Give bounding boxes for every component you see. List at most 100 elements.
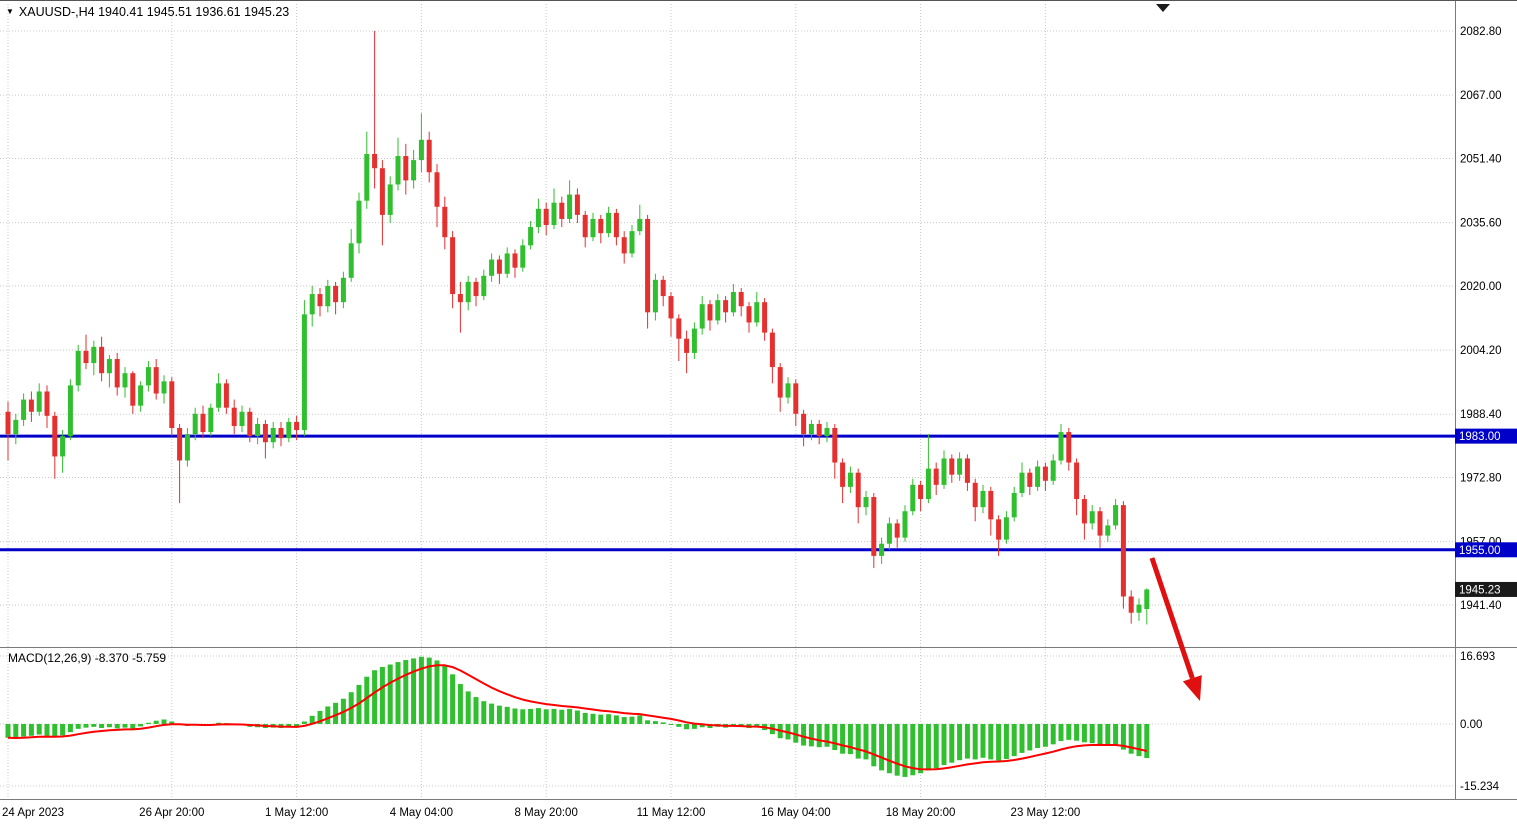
macd-bar <box>808 723 814 747</box>
macd-bar <box>996 723 1002 761</box>
candle-body <box>294 421 300 431</box>
macd-bar <box>543 709 549 724</box>
macd-bar <box>387 664 393 724</box>
chart-shift-marker-icon[interactable] <box>1156 4 1170 12</box>
candle-body <box>957 458 963 475</box>
svg-text:2035.60: 2035.60 <box>1460 218 1502 230</box>
candle-body <box>660 279 666 297</box>
candle-body <box>1081 499 1087 524</box>
macd-bar <box>1035 723 1041 748</box>
macd-bar <box>411 658 417 724</box>
candle-body <box>67 385 73 437</box>
candle-body <box>481 275 487 297</box>
svg-text:16.693: 16.693 <box>1460 651 1495 663</box>
macd-bar <box>301 721 307 724</box>
macd-bar <box>1066 723 1072 740</box>
macd-bar <box>832 723 838 751</box>
candle-body <box>1105 525 1111 536</box>
candle-body <box>730 292 736 313</box>
macd-bar <box>1081 723 1087 743</box>
candle-body <box>426 139 432 173</box>
macd-bar <box>535 708 541 724</box>
macd-bar <box>637 715 643 724</box>
macd-bar <box>5 723 11 738</box>
candle-body <box>340 277 346 303</box>
candle-body <box>824 428 830 437</box>
candle-body <box>707 304 713 321</box>
macd-bar <box>910 723 916 776</box>
macd-bar <box>691 723 697 729</box>
candle-body <box>980 490 986 508</box>
macd-bar <box>1042 723 1048 747</box>
candle-body <box>153 367 159 394</box>
macd-bar <box>364 676 370 724</box>
candle-body <box>200 413 206 433</box>
candle-body <box>535 208 541 228</box>
candle-body <box>52 415 58 457</box>
macd-bar <box>99 723 105 729</box>
oneclick-dropdown-icon[interactable]: ▼ <box>6 7 14 16</box>
candle-body <box>457 294 463 303</box>
macd-bar <box>754 723 760 728</box>
macd-bar <box>395 662 401 724</box>
time-axis[interactable]: 24 Apr 2023 26 Apr 20:00 1 May 12:00 4 May … <box>2 807 1080 819</box>
candle-body <box>972 482 978 508</box>
macd-bar <box>286 723 292 728</box>
candle-body <box>325 285 331 307</box>
candle-body <box>356 200 362 244</box>
trend-arrow[interactable] <box>1149 557 1202 701</box>
macd-bar <box>13 723 19 739</box>
svg-text:4 May 04:00: 4 May 04:00 <box>390 807 453 819</box>
chart-ohlc-header: ▼ XAUUSD-,H4 1940.41 1945.51 1936.61 1945… <box>6 5 289 19</box>
macd-bar <box>450 674 456 724</box>
candle-body <box>231 407 237 426</box>
macd-bar <box>840 723 846 754</box>
candle-body <box>184 434 190 461</box>
candle-body <box>395 156 401 185</box>
candle-body <box>122 373 128 388</box>
macd-bar <box>216 722 222 724</box>
candle-body <box>933 468 939 485</box>
candle-body <box>1066 432 1072 463</box>
candle-body <box>28 399 34 412</box>
macd-bar <box>418 656 424 724</box>
macd-bar <box>629 716 635 724</box>
macd-bar <box>1050 723 1056 745</box>
candle-body <box>379 168 385 215</box>
candle-body <box>138 385 144 406</box>
candle-body <box>777 367 783 398</box>
macd-bar <box>645 720 651 724</box>
svg-text:18 May 20:00: 18 May 20:00 <box>886 807 956 819</box>
svg-text:8 May 20:00: 8 May 20:00 <box>515 807 578 819</box>
candle-body <box>348 243 354 278</box>
macd-bar <box>1113 723 1119 745</box>
candle-body <box>473 281 479 297</box>
macd-bar <box>504 706 510 724</box>
candle-body <box>738 292 744 307</box>
candle-body <box>567 194 573 219</box>
macd-bar <box>964 723 970 759</box>
svg-text:1941.40: 1941.40 <box>1460 600 1502 612</box>
candle-body <box>832 428 838 463</box>
macd-bar <box>333 702 339 724</box>
candle-body <box>411 160 417 181</box>
candle-body <box>691 328 697 353</box>
candle-body <box>894 523 900 538</box>
macd-bar <box>941 723 947 766</box>
macd-bar <box>83 723 89 728</box>
macd-bar <box>36 723 42 735</box>
candle-body <box>1050 460 1056 481</box>
candle-body <box>684 338 690 353</box>
candle-body <box>918 484 924 500</box>
macd-bar <box>668 723 674 725</box>
candle-body <box>793 383 799 414</box>
candle-body <box>1113 505 1119 526</box>
macd-bar <box>949 723 955 763</box>
price-axis[interactable]: 2082.80 2067.00 2051.40 2035.60 2020.00 2004.… <box>1460 26 1502 793</box>
candle-body <box>442 206 448 238</box>
candle-body <box>177 428 183 461</box>
candle-body <box>855 472 861 508</box>
macd-bar <box>855 723 861 759</box>
macd-bar <box>652 721 658 724</box>
